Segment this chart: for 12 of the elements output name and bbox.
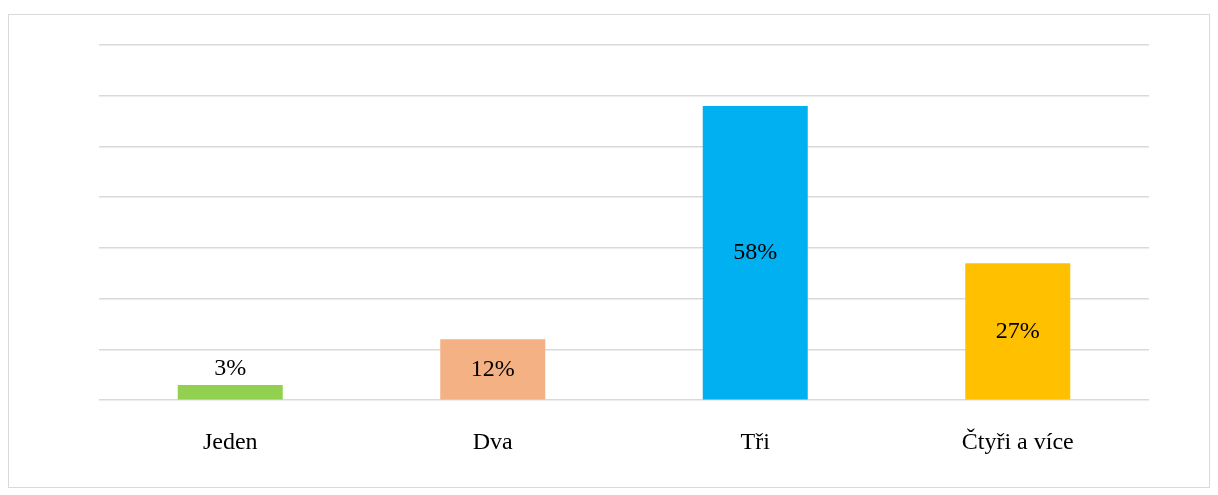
x-tick-label: Tři xyxy=(740,427,771,454)
data-label: 27% xyxy=(995,316,1040,343)
bar xyxy=(440,339,546,400)
bar xyxy=(702,105,808,400)
data-label: 12% xyxy=(470,354,515,381)
data-label: 3% xyxy=(214,354,247,381)
data-label: 58% xyxy=(733,237,778,264)
x-tick-label: Dva xyxy=(472,427,514,454)
bar xyxy=(965,263,1071,400)
bar xyxy=(177,384,283,400)
x-tick-label: Čtyři a více xyxy=(961,427,1074,454)
x-tick-label: Jeden xyxy=(202,427,258,454)
